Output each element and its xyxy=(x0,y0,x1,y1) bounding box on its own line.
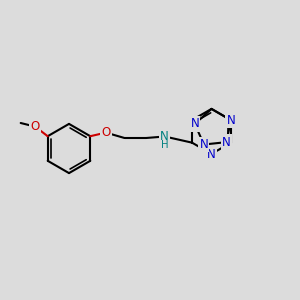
Text: N: N xyxy=(160,130,169,143)
Text: O: O xyxy=(101,126,110,139)
Text: N: N xyxy=(190,118,199,130)
Text: N: N xyxy=(207,148,216,161)
Text: O: O xyxy=(31,120,40,133)
Text: N: N xyxy=(226,114,236,127)
Text: N: N xyxy=(200,138,208,151)
Text: H: H xyxy=(161,140,169,150)
Text: N: N xyxy=(222,136,231,149)
